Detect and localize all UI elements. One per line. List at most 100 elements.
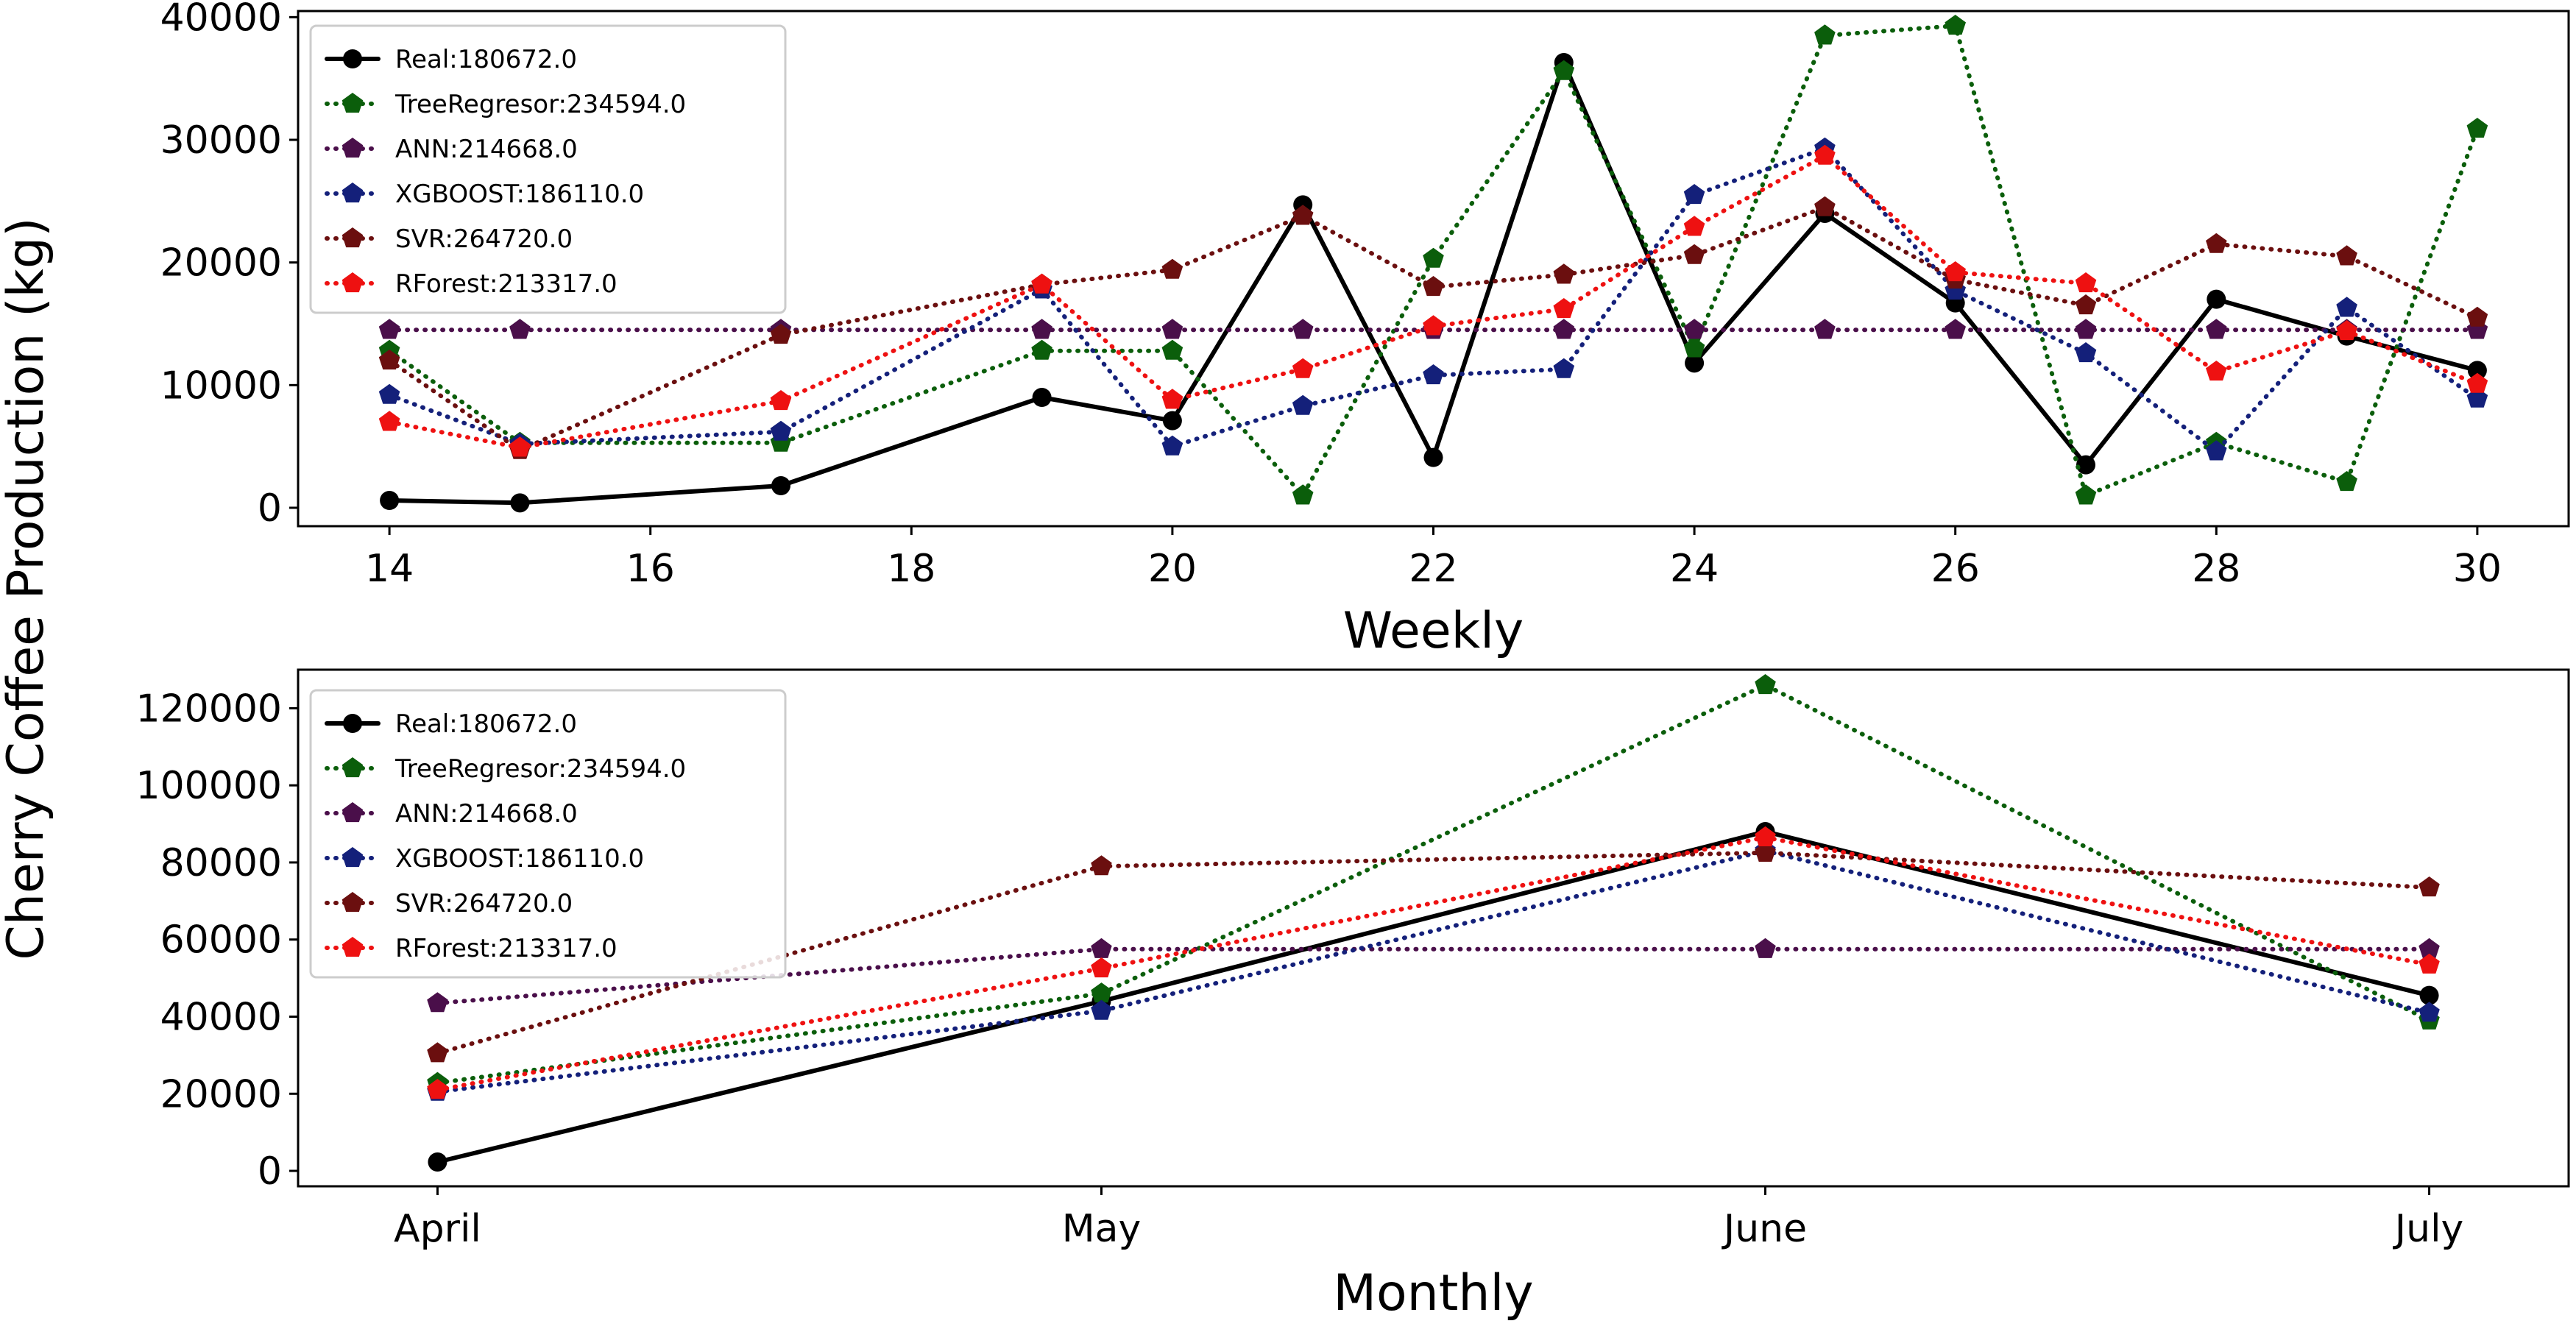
data-point	[428, 1152, 447, 1172]
x-tick-label: June	[1722, 1207, 1807, 1251]
data-point	[1755, 841, 1776, 862]
data-point	[1423, 447, 1443, 467]
data-point	[1161, 389, 1183, 409]
data-point	[2075, 294, 2097, 315]
data-point	[378, 319, 400, 339]
legend-label: Real:180672.0	[395, 45, 577, 74]
legend-marker	[342, 847, 364, 868]
y-tick-label: 20000	[160, 1072, 282, 1116]
data-point	[1553, 319, 1575, 339]
y-tick-label: 30000	[160, 118, 282, 163]
legend-entry: SVR:264720.0	[325, 224, 573, 254]
legend-label: RForest:213317.0	[395, 934, 618, 963]
legend-entry: TreeRegresor:234594.0	[325, 90, 686, 119]
data-point	[1091, 999, 1112, 1020]
data-point	[2467, 361, 2487, 380]
x-axis-label: Monthly	[1333, 1264, 1533, 1322]
data-point	[1685, 353, 1705, 373]
data-point	[1423, 276, 1444, 297]
x-tick-label: 28	[2192, 547, 2240, 591]
data-point	[510, 493, 530, 513]
data-point	[1091, 982, 1112, 1003]
data-point	[2466, 306, 2488, 327]
legend-marker	[342, 93, 364, 113]
legend: Real:180672.0 TreeRegresor:234594.0 ANN:21…	[309, 689, 787, 979]
legend-label: ANN:214668.0	[395, 799, 578, 829]
data-point	[2207, 289, 2226, 309]
data-point	[1091, 957, 1112, 978]
legend-marker	[342, 937, 364, 957]
data-point	[1683, 337, 1705, 358]
legend-entry: ANN:214668.0	[325, 799, 578, 829]
legend-frame	[309, 689, 787, 979]
data-point	[2206, 233, 2227, 253]
data-point	[1755, 674, 1776, 695]
data-point	[1814, 24, 1836, 45]
legend-label: Real:180672.0	[395, 709, 577, 739]
data-point	[2418, 1002, 2440, 1022]
data-point	[1814, 319, 1836, 339]
data-point	[427, 992, 448, 1013]
data-point	[1945, 261, 1966, 282]
y-tick-label: 40000	[160, 995, 282, 1039]
data-point	[2076, 455, 2095, 475]
data-point	[2336, 297, 2357, 317]
data-point	[2206, 440, 2227, 461]
legend-entry: RForest:213317.0	[325, 269, 618, 299]
series-2	[427, 938, 2440, 1013]
data-point	[1553, 358, 1575, 378]
legend-label: TreeRegresor:234594.0	[394, 754, 686, 784]
legend-entry: TreeRegresor:234594.0	[325, 754, 686, 784]
data-point	[427, 1042, 448, 1063]
data-point	[1031, 339, 1052, 360]
legend-entry: RForest:213317.0	[325, 934, 618, 963]
data-point	[2075, 319, 2097, 339]
weekly-chart: 0 10000 20000 30000 40000 14 16 18 20 22 24 26 28 30 W…	[160, 0, 2570, 660]
data-point	[2336, 320, 2357, 341]
data-point	[2466, 118, 2488, 138]
y-tick-label: 120000	[135, 687, 282, 731]
series-line	[435, 849, 2432, 1094]
data-point	[1161, 258, 1183, 279]
x-tick-label: 24	[1670, 547, 1719, 591]
data-point	[1755, 938, 1776, 958]
plot-frame	[297, 668, 2570, 1188]
legend-entry: Real:180672.0	[325, 45, 577, 74]
data-point	[378, 411, 400, 431]
legend-label: RForest:213317.0	[395, 269, 618, 299]
y-tick-label: 0	[258, 486, 282, 531]
data-point	[2075, 484, 2097, 505]
data-point	[770, 390, 792, 411]
data-point	[1423, 315, 1444, 336]
legend-label: SVR:264720.0	[395, 889, 573, 918]
legend-label: ANN:214668.0	[395, 135, 578, 164]
data-point	[2418, 953, 2440, 974]
data-point	[771, 476, 791, 495]
series-line	[435, 829, 2432, 1164]
monthly-chart: 0 20000 40000 60000 80000 100000 120000 April Ma…	[135, 668, 2570, 1322]
x-tick-label: 22	[1409, 547, 1457, 591]
data-point	[1031, 273, 1052, 294]
data-point	[1292, 358, 1314, 378]
legend-marker	[343, 49, 362, 68]
data-point	[1161, 339, 1183, 360]
y-tick-label: 60000	[160, 918, 282, 963]
series-line	[435, 835, 2432, 1092]
data-point	[2419, 985, 2439, 1005]
data-point	[509, 319, 531, 339]
data-point	[2075, 272, 2097, 293]
series-line	[435, 683, 2432, 1085]
data-point	[1292, 205, 1314, 225]
data-point	[1814, 144, 1836, 165]
data-point	[1553, 60, 1575, 80]
data-point	[1423, 364, 1444, 385]
legend-frame	[309, 24, 787, 314]
x-tick-label: July	[2393, 1207, 2464, 1251]
data-point	[1161, 435, 1183, 456]
x-tick-label: May	[1062, 1207, 1142, 1251]
y-tick-label: 10000	[160, 364, 282, 408]
data-point	[1814, 196, 1836, 216]
y-tick-label: 40000	[160, 0, 282, 40]
data-point	[2075, 342, 2097, 363]
legend-label: XGBOOST:186110.0	[395, 844, 644, 874]
